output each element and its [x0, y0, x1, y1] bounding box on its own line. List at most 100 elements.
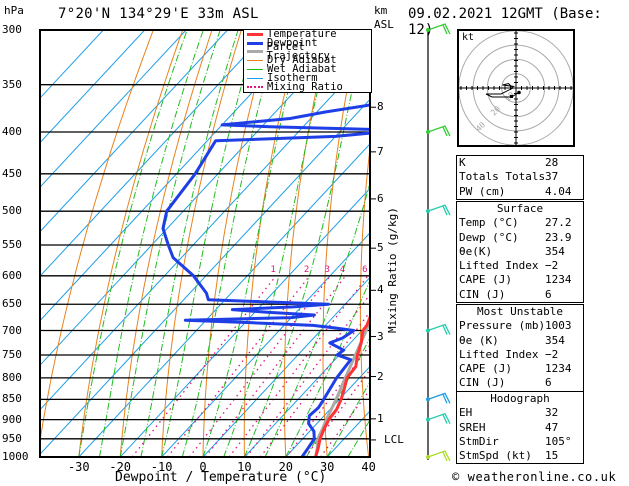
most-unstable-row: CIN (J) 6	[457, 376, 583, 390]
surface-value: 27.2	[545, 216, 572, 230]
isotherm-line	[161, 232, 370, 457]
isotherm-line	[40, 30, 228, 233]
wind-barb	[426, 204, 451, 216]
pressure-tick-label: 750	[2, 347, 22, 361]
legend: Temperature Dewpoint Parcel Trajectory Dry …	[243, 29, 372, 93]
hodograph-index-row: StmSpd (kt) 15	[457, 449, 583, 463]
isotherm-line	[244, 321, 370, 457]
most-unstable-value: 1234	[545, 362, 572, 376]
legend-item: Dry Adiabat	[244, 55, 371, 66]
temperature-tick-label: -30	[67, 460, 90, 474]
legend-item: Wet Adiabat	[244, 63, 371, 76]
pressure-tick-label: 300	[2, 23, 22, 36]
wet-adiabat-line	[119, 30, 221, 457]
most-unstable-value: 354	[545, 333, 565, 347]
surface-title: Surface	[496, 202, 544, 215]
height-tick-label: 2	[377, 369, 384, 383]
pressure-tick-label: 400	[2, 125, 22, 139]
most-unstable-label: Lifted Index	[459, 347, 539, 361]
wind-barb	[426, 323, 451, 335]
legend-swatch	[247, 41, 263, 45]
legend-label: Wet Adiabat	[267, 63, 337, 76]
hodograph-index-row: StmDir 105°	[457, 435, 583, 449]
profiles	[161, 103, 370, 457]
height-unit-asl: ASL	[374, 18, 394, 31]
most-unstable-title: Most Unstable	[476, 305, 564, 318]
height-tick-label: 6	[377, 191, 384, 205]
most-unstable-row: θe (K) 354	[457, 334, 583, 348]
plot-frame	[39, 29, 371, 458]
hodograph-index-label: EH	[459, 406, 473, 420]
legend-item: Temperature	[244, 29, 371, 39]
legend-swatch	[247, 69, 263, 71]
x-axis-label: Dewpoint / Temperature (°C)	[115, 470, 327, 485]
wet-adiabat-line	[243, 30, 366, 457]
height-unit-km: km	[374, 4, 388, 17]
mixing-ratio-label: 20	[431, 265, 442, 275]
height-tick-label: 1	[377, 411, 384, 425]
temperature-tick-label: 10	[237, 460, 252, 474]
surface-value: 1234	[545, 273, 572, 287]
most-unstable-row: Lifted Index −2	[457, 348, 583, 362]
index-value: 37	[545, 170, 559, 184]
height-tick-label: 5	[377, 241, 384, 255]
dry-adiabat-line	[283, 30, 330, 457]
temperature-tick-label: 30	[319, 460, 335, 474]
wind-barb	[426, 23, 451, 35]
wet-adiabat-line	[78, 30, 188, 457]
isotherm-line	[78, 143, 370, 457]
hodograph-index-title: Hodograph	[490, 392, 550, 405]
hodograph-indices-panel: Hodograph EH 32 SREH 47 StmDir 105° StmSpd (kt)…	[456, 391, 584, 465]
location-title: 7°20'N 134°29'E 33m ASL	[58, 6, 259, 22]
hodograph-index-value: 105°	[545, 434, 572, 448]
hodograph: 10 20 40 kt	[457, 29, 575, 147]
dry-adiabat-line	[202, 30, 272, 457]
surface-row: θe(K) 354	[457, 245, 583, 259]
pressure-tick-label: 800	[2, 370, 22, 384]
hodograph-index-value: 47	[545, 420, 559, 434]
mixing-ratio-label: 1	[270, 265, 275, 275]
surface-panel: Surface Temp (°C) 27.2 Dewp (°C) 23.9 θe(K) 35…	[456, 201, 584, 304]
legend-label: Isotherm	[267, 71, 318, 84]
dry-adiabat-line	[40, 30, 154, 444]
indices-panel: K 28 Totals Totals 37 PW (cm) 4.04	[456, 155, 584, 200]
legend-item: Parcel Trajectory	[244, 42, 371, 61]
surface-row: CAPE (J) 1234	[457, 273, 583, 287]
mixing-ratio-label: 15	[413, 265, 424, 275]
dry-adiabat-line	[623, 30, 629, 457]
surface-value: −2	[545, 259, 559, 273]
surface-row: Temp (°C) 27.2	[457, 216, 583, 230]
surface-label: Temp (°C)	[459, 216, 519, 230]
copyright-credit: © weatheronline.co.uk	[452, 470, 617, 484]
dry-adiabat-line	[359, 144, 370, 457]
wet-adiabat-line	[161, 30, 258, 457]
surface-value: 354	[545, 244, 565, 258]
dry-adiabat-line	[397, 30, 418, 457]
parcel-trajectory-profile	[314, 317, 370, 457]
dry-adiabat-line	[593, 30, 629, 457]
legend-swatch	[247, 50, 263, 54]
mixing-ratio-label: 4	[340, 265, 345, 275]
pressure-tick-label: 650	[2, 297, 22, 311]
most-unstable-label: θe (K)	[459, 333, 499, 347]
wind-barb	[426, 450, 451, 462]
surface-row: Dewp (°C) 23.9	[457, 231, 583, 245]
pressure-tick-label: 500	[2, 204, 22, 218]
legend-item: Dewpoint	[244, 36, 371, 49]
pressure-tick-label: 850	[2, 392, 22, 406]
isotherm-line	[40, 30, 311, 322]
height-tick-label: 3	[377, 329, 384, 343]
legend-label: Dewpoint	[267, 36, 318, 49]
index-row: PW (cm) 4.04	[457, 185, 583, 199]
legend-item: Mixing Ratio	[244, 82, 371, 92]
most-unstable-value: 1003	[545, 319, 572, 333]
index-label: K	[459, 156, 466, 169]
mixing-ratio-label: 6	[362, 265, 367, 275]
most-unstable-row: Pressure (mb) 1003	[457, 319, 583, 333]
hodograph-marker	[510, 95, 513, 98]
surface-label: Lifted Index	[459, 259, 539, 273]
most-unstable-label: Pressure (mb)	[459, 319, 546, 333]
pressure-tick-label: 550	[2, 237, 22, 251]
mixing-ratio-axis-label: Mixing Ratio (g/kg)	[386, 207, 399, 333]
